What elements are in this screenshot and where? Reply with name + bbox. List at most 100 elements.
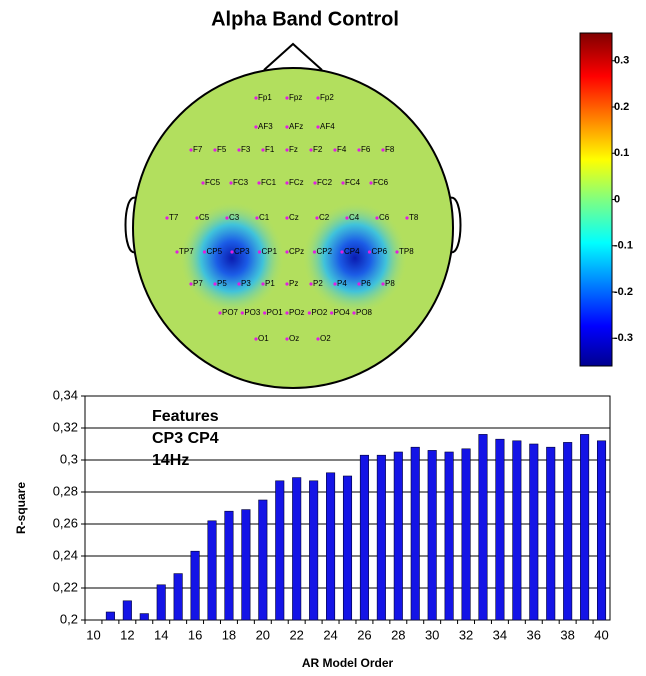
electrode-label: P8 <box>385 279 395 288</box>
y-tick-label: 0,26 <box>53 515 78 530</box>
bar <box>496 439 504 620</box>
electrode-label: P7 <box>193 279 203 288</box>
electrode-label: PO8 <box>356 308 373 317</box>
bar <box>580 434 588 620</box>
x-tick-label: 22 <box>289 627 303 642</box>
bar <box>157 585 165 620</box>
electrode-label: F3 <box>241 145 251 154</box>
electrode-label: P5 <box>217 279 227 288</box>
electrode-label: F5 <box>217 145 227 154</box>
chart-title: Alpha Band Control <box>211 8 399 30</box>
bar <box>360 455 368 620</box>
bar <box>276 481 284 620</box>
x-tick-label: 12 <box>120 627 134 642</box>
colorbar-tick-label: 0.2 <box>614 101 629 113</box>
electrode-label: C5 <box>199 213 210 222</box>
electrode-label: T7 <box>169 213 179 222</box>
page: Alpha Band Control Fp1FpzFp2AF3AFzAF4F7F… <box>0 0 646 676</box>
colorbar-tick-label: -0.1 <box>614 240 633 252</box>
electrode-label: T8 <box>409 213 419 222</box>
electrode-label: O2 <box>320 334 331 343</box>
electrode-label: P4 <box>337 279 347 288</box>
electrode-label: Fp2 <box>320 93 334 102</box>
annotation: Features <box>152 408 219 425</box>
colorbar-tick-label: 0.1 <box>614 147 629 159</box>
electrode-label: CP4 <box>344 247 360 256</box>
electrode-label: FC4 <box>345 178 361 187</box>
electrode-label: Oz <box>289 334 299 343</box>
electrode-label: P2 <box>313 279 323 288</box>
electrode-label: Cz <box>289 213 299 222</box>
y-tick-label: 0,2 <box>60 611 78 626</box>
bar <box>174 574 182 620</box>
electrode-label: PO2 <box>311 308 328 317</box>
x-tick-label: 20 <box>256 627 270 642</box>
annotation: 14Hz <box>152 452 189 469</box>
bar <box>462 449 470 620</box>
electrode-label: FC2 <box>317 178 333 187</box>
x-axis-label: AR Model Order <box>302 656 394 670</box>
bar <box>445 452 453 620</box>
electrode-label: CPz <box>289 247 304 256</box>
electrode-label: P6 <box>361 279 371 288</box>
bar <box>343 476 351 620</box>
colorbar <box>580 33 612 366</box>
electrode-label: C6 <box>379 213 390 222</box>
bar <box>225 511 233 620</box>
electrode-label: PO4 <box>334 308 351 317</box>
colorbar-tick-label: 0 <box>614 193 620 205</box>
x-tick-label: 36 <box>527 627 541 642</box>
y-tick-label: 0,22 <box>53 579 78 594</box>
bar <box>428 450 436 620</box>
x-tick-label: 14 <box>154 627 168 642</box>
x-tick-label: 24 <box>323 627 337 642</box>
bar <box>479 434 487 620</box>
bar <box>411 447 419 620</box>
electrode-label: PO3 <box>244 308 261 317</box>
y-tick-label: 0,32 <box>53 419 78 434</box>
x-tick-label: 34 <box>493 627 507 642</box>
bar <box>259 500 267 620</box>
electrode-label: FC5 <box>205 178 221 187</box>
electrode-label: AF3 <box>258 122 273 131</box>
y-tick-label: 0,28 <box>53 483 78 498</box>
x-tick-label: 40 <box>594 627 608 642</box>
electrode-label: FC3 <box>233 178 249 187</box>
x-tick-label: 28 <box>391 627 405 642</box>
x-tick-label: 38 <box>560 627 574 642</box>
bar <box>208 521 216 620</box>
bar <box>106 612 114 620</box>
electrode-label: C1 <box>259 213 270 222</box>
electrode-label: Fz <box>289 145 298 154</box>
colorbar-tick-label: -0.3 <box>614 332 633 344</box>
electrode-label: F7 <box>193 145 203 154</box>
bar <box>563 442 571 620</box>
electrode-label: FCz <box>289 178 304 187</box>
bar <box>292 478 300 620</box>
colorbar-tick-label: 0.3 <box>614 55 629 67</box>
electrode-label: P1 <box>265 279 275 288</box>
electrode-label: CP3 <box>234 247 250 256</box>
electrode-label: O1 <box>258 334 269 343</box>
electrode-label: PO7 <box>222 308 239 317</box>
electrode-label: CP5 <box>207 247 223 256</box>
electrode-label: F6 <box>361 145 371 154</box>
y-axis-label: R-square <box>14 482 28 534</box>
bar <box>242 510 250 620</box>
annotation: CP3 CP4 <box>152 430 219 447</box>
y-tick-label: 0,34 <box>53 387 78 402</box>
electrode-label: F4 <box>337 145 347 154</box>
electrode-label: P3 <box>241 279 251 288</box>
electrode-label: Fp1 <box>258 93 272 102</box>
bar <box>123 601 131 620</box>
electrode-label: C2 <box>319 213 330 222</box>
bar <box>394 452 402 620</box>
bar <box>546 447 554 620</box>
x-tick-label: 32 <box>459 627 473 642</box>
electrode-label: F2 <box>313 145 323 154</box>
bar <box>597 441 605 620</box>
electrode-label: TP8 <box>399 247 414 256</box>
electrode-label: AFz <box>289 122 303 131</box>
electrode-label: AF4 <box>320 122 335 131</box>
electrode-label: C3 <box>229 213 240 222</box>
